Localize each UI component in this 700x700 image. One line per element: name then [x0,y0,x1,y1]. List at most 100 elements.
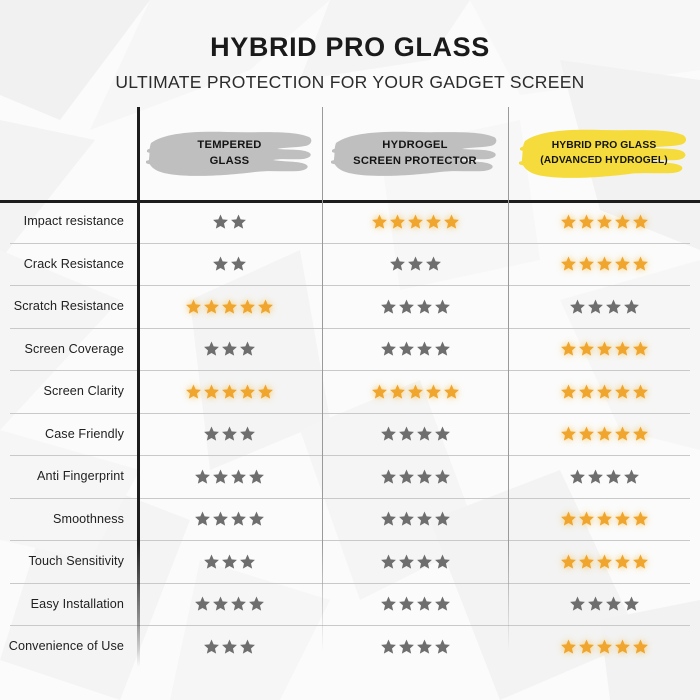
star-icon [578,639,594,654]
column-header-line2: (ADVANCED HYDROGEL) [540,154,668,166]
star-icon [398,341,414,356]
star-icon [240,384,255,399]
star-icon [389,384,405,399]
star-icon [632,639,648,654]
star-icon [416,639,432,654]
star-icon [632,426,648,441]
star-icon [434,554,450,569]
rating-cell [137,298,322,315]
star-icon [596,341,612,356]
star-icon [605,469,621,484]
star-icon [204,341,219,356]
star-icon [560,384,576,399]
star-icon [231,214,246,229]
star-icon [605,596,621,611]
star-rating [380,510,451,527]
star-icon [380,299,396,314]
star-icon [614,639,630,654]
star-icon [407,214,423,229]
star-rating [560,638,649,655]
column-header-line1: HYDROGEL [382,139,448,152]
star-icon [560,426,576,441]
star-icon [249,596,264,611]
star-icon [407,256,423,271]
table-row: Touch Sensitivity [0,540,700,583]
star-icon [425,214,441,229]
star-icon [398,596,414,611]
star-icon [222,299,237,314]
column-header-hydrogel-screen-protector: HYDROGEL SCREEN PROTECTOR [322,107,508,200]
star-icon [623,299,639,314]
column-header-line1: TEMPERED [197,139,262,152]
star-icon [614,214,630,229]
star-rating [560,340,649,357]
star-icon [596,639,612,654]
table-row: Screen Coverage [0,327,700,371]
rating-cell [322,340,508,357]
star-icon [240,299,255,314]
rating-cell [508,340,700,357]
page-subtitle: ULTIMATE PROTECTION FOR YOUR GADGET SCRE… [115,71,585,92]
star-icon [231,596,246,611]
star-rating [371,383,460,400]
table-row: Crack Resistance [0,242,700,286]
star-icon [443,214,459,229]
header-corner-cell [0,107,137,200]
star-icon [240,554,255,569]
star-icon [434,469,450,484]
row-label: Anti Fingerprint [37,469,124,484]
star-icon [569,596,585,611]
star-rating [203,425,256,442]
rating-cell [508,510,700,527]
star-icon [204,299,219,314]
star-rating [371,213,460,230]
star-icon [416,299,432,314]
row-label: Smoothness [52,511,124,526]
star-icon [222,341,237,356]
rating-cell [322,213,508,230]
star-icon [204,426,219,441]
brush-stroke-gray: TEMPERED GLASS [145,123,315,185]
star-icon [213,596,228,611]
star-icon [240,341,255,356]
star-icon [195,469,210,484]
star-icon [578,554,594,569]
star-icon [398,426,414,441]
star-icon [186,384,201,399]
star-icon [204,554,219,569]
table-row: Convenience of Use [0,625,700,668]
star-rating [560,425,649,442]
star-icon [231,469,246,484]
star-icon [587,596,603,611]
row-label: Easy Installation [30,596,124,611]
star-icon [222,639,237,654]
star-icon [632,554,648,569]
star-icon [398,299,414,314]
column-header-label-group: HYDROGEL SCREEN PROTECTOR [330,123,500,185]
rating-cell [322,298,508,315]
star-rating [560,553,649,570]
star-icon [380,469,396,484]
star-icon [380,554,396,569]
star-icon [407,384,423,399]
star-icon [614,256,630,271]
rating-cell [508,213,700,230]
star-rating [185,383,274,400]
star-rating [380,425,451,442]
rating-cell [508,595,700,612]
star-icon [443,384,459,399]
rating-cell [137,383,322,400]
star-icon [222,426,237,441]
title-block: HYBRID PRO GLASS ULTIMATE PROTECTION FOR… [0,0,700,93]
star-icon [416,469,432,484]
star-icon [596,426,612,441]
star-icon [560,341,576,356]
star-icon [371,214,387,229]
rating-cell [508,298,700,315]
star-icon [416,554,432,569]
star-icon [632,384,648,399]
star-icon [569,299,585,314]
star-rating [569,595,640,612]
star-rating [212,255,247,272]
rating-cell [508,468,700,485]
